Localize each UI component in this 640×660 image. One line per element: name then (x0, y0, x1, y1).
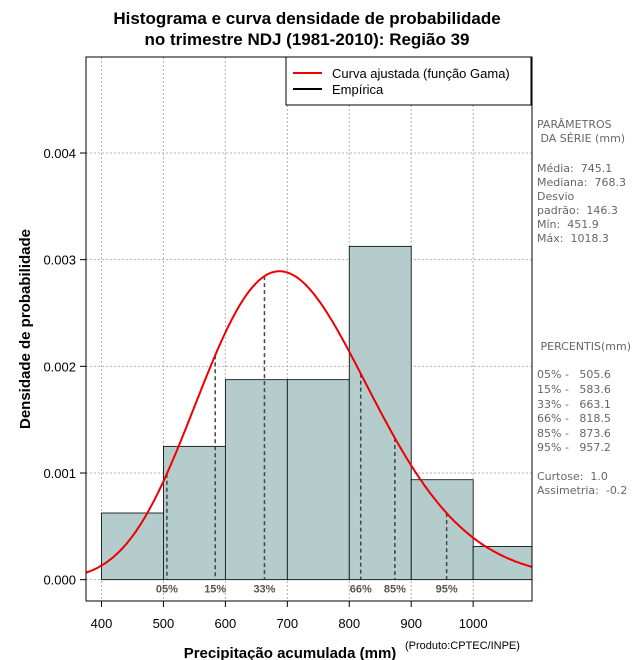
y-tick-label: 0.004 (43, 146, 76, 161)
params-heading: PARÂMETROS (537, 118, 612, 131)
legend: Curva ajustada (função Gama) Empírica (285, 56, 532, 106)
x-axis-label: Precipitação acumulada (mm) (184, 645, 397, 660)
legend-label-curve: Curva ajustada (função Gama) (332, 66, 510, 81)
x-tick-label: 700 (276, 616, 298, 631)
y-tick-label: 0.003 (43, 253, 76, 268)
stat-assimetria: Assimetria: -0.2 (537, 484, 628, 497)
param-min: Mín: 451.9 (537, 218, 599, 231)
percentile-label: 15% (204, 584, 226, 596)
percentil-05: 05% - 505.6 (537, 368, 611, 381)
legend-box (285, 56, 532, 106)
y-axis: 0.000 0.001 0.002 0.003 0.004 (43, 146, 87, 588)
percentil-66: 66% - 818.5 (537, 412, 611, 425)
param-mediana: Mediana: 768.3 (537, 176, 626, 189)
x-tick-label: 600 (215, 616, 237, 631)
percentil-15: 15% - 583.6 (537, 383, 611, 396)
x-tick-label: 800 (338, 616, 360, 631)
histogram-bar (101, 512, 164, 581)
params-subheading: DA SÉRIE (mm) (537, 132, 626, 145)
histogram-bar (286, 379, 350, 581)
histogram-bars (101, 245, 533, 581)
param-desvio-label: Desvio (537, 190, 575, 203)
legend-label-empirical: Empírica (332, 82, 384, 97)
percentile-label: 85% (384, 584, 406, 596)
gamma-curve-line (85, 270, 533, 574)
percentile-label: 33% (253, 584, 275, 596)
percentile-label: 66% (350, 584, 372, 596)
percentis-heading: PERCENTIS(mm) (537, 340, 631, 353)
chart-title-line1: Histograma e curva densidade de probabil… (113, 9, 501, 28)
percentile-label: 95% (436, 584, 458, 596)
param-media: Média: 745.1 (537, 162, 613, 175)
x-tick-label: 1000 (459, 616, 488, 631)
histogram-bar (163, 445, 226, 581)
x-axis: 400 500 600 700 800 900 1000 (91, 600, 488, 631)
y-tick-label: 0.001 (43, 466, 76, 481)
param-max: Máx: 1018.3 (537, 232, 609, 245)
x-tick-label: 900 (400, 616, 422, 631)
chart-title-line2: no trimestre NDJ (1981-2010): Região 39 (144, 30, 470, 49)
product-credit: (Produto:CPTEC/INPE) (405, 640, 520, 652)
percentil-33: 33% - 663.1 (537, 398, 611, 411)
percentile-label: 05% (156, 584, 178, 596)
percentil-85: 85% - 873.6 (537, 427, 611, 440)
stat-curtose: Curtose: 1.0 (537, 470, 608, 483)
histogram-bar (472, 545, 533, 581)
y-tick-label: 0.000 (43, 573, 76, 588)
percentile-markers: 05% 15% 33% 66% 85% 95% (156, 276, 458, 596)
y-tick-label: 0.002 (43, 359, 76, 374)
x-tick-label: 400 (91, 616, 113, 631)
param-desvio-value: padrão: 146.3 (537, 204, 618, 217)
x-tick-label: 500 (153, 616, 175, 631)
y-axis-label: Densidade de probabilidade (17, 229, 34, 429)
histogram-bar (224, 379, 288, 581)
percentil-95: 95% - 957.2 (537, 441, 611, 454)
